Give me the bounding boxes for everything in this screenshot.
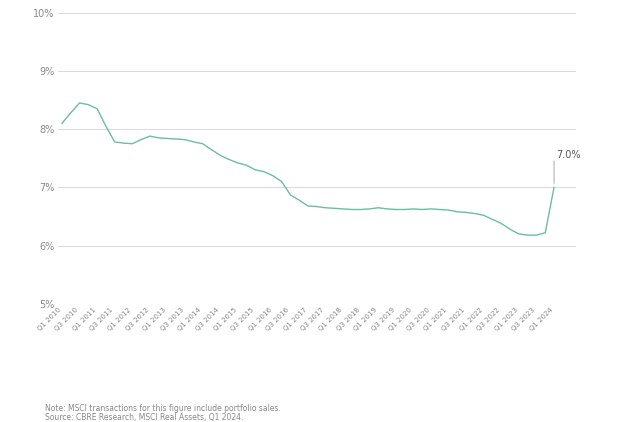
Text: Source: CBRE Research, MSCI Real Assets, Q1 2024.: Source: CBRE Research, MSCI Real Assets,… <box>45 413 243 422</box>
Text: 7.0%: 7.0% <box>557 150 581 160</box>
Text: Note: MSCI transactions for this figure include portfolio sales.: Note: MSCI transactions for this figure … <box>45 404 281 414</box>
